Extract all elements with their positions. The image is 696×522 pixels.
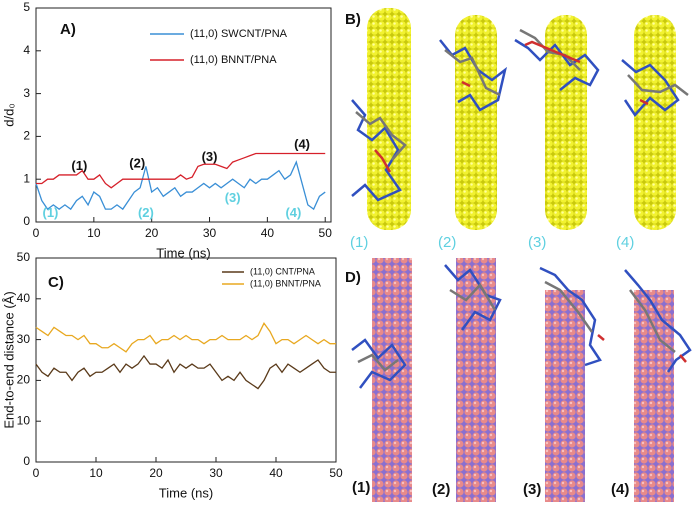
- y-tick-label: 5: [23, 0, 30, 14]
- x-tick-label: 20: [145, 226, 159, 240]
- annotation: (4): [294, 136, 310, 151]
- caption: (1): [352, 479, 370, 496]
- x-tick-label: 40: [269, 466, 283, 480]
- caption: (1): [350, 234, 368, 251]
- legend-label: (11,0) SWCNT/PNA: [190, 28, 288, 40]
- nanotube: [634, 15, 676, 230]
- panel-b: B) (1) (2) (3) (4): [345, 8, 689, 251]
- x-tick-label: 50: [329, 466, 343, 480]
- y-tick-label: 0: [23, 214, 30, 228]
- annotation: (1): [43, 205, 59, 220]
- data-line: [35, 322, 336, 353]
- data-line: [35, 160, 326, 211]
- nanotube: [634, 290, 674, 502]
- panel-label: C): [48, 274, 64, 291]
- x-tick-label: 0: [33, 226, 40, 240]
- plot-frame: [35, 7, 332, 223]
- y-tick-label: 10: [17, 413, 31, 427]
- legend-label: (11,0) BNNT/PNA: [250, 278, 321, 288]
- y-tick-label: 0: [23, 454, 30, 468]
- y-tick-label: 3: [23, 86, 30, 100]
- x-tick-label: 40: [261, 226, 275, 240]
- molecule: [351, 264, 692, 389]
- y-axis-label: d/d₀: [1, 103, 16, 126]
- x-tick-label: 20: [149, 466, 163, 480]
- annotation: (3): [202, 149, 218, 164]
- y-tick-label: 40: [17, 291, 31, 305]
- x-axis-label: Time (ns): [156, 245, 210, 260]
- x-tick-label: 0: [33, 466, 40, 480]
- annotation: (1): [71, 158, 87, 173]
- panel-label: D): [345, 269, 361, 286]
- x-tick-label: 30: [209, 466, 223, 480]
- data-line: [35, 354, 336, 390]
- y-tick-label: 2: [23, 129, 30, 143]
- x-tick-label: 30: [203, 226, 217, 240]
- caption: (2): [438, 234, 456, 251]
- x-tick-label: 10: [89, 466, 103, 480]
- caption: (4): [616, 234, 634, 251]
- y-axis-label: End-to-end distance (Å): [1, 291, 16, 428]
- annotation: (2): [129, 156, 145, 171]
- nanotube: [367, 8, 411, 230]
- panel-d: D) (1) (2) (3) (4): [345, 258, 692, 502]
- nanotube: [545, 15, 587, 230]
- data-line: [36, 152, 326, 189]
- nanotube: [455, 15, 497, 230]
- y-tick-label: 20: [17, 373, 31, 387]
- legend-label: (11,0) CNT/PNA: [250, 266, 315, 276]
- x-tick-label: 10: [87, 226, 101, 240]
- y-tick-label: 50: [17, 250, 31, 264]
- y-tick-label: 4: [23, 43, 30, 57]
- panel-label: A): [60, 21, 76, 38]
- panel-label: B): [345, 11, 361, 28]
- caption: (3): [523, 481, 541, 498]
- y-tick-label: 30: [17, 332, 31, 346]
- nanotube: [456, 258, 496, 502]
- plot-frame: [35, 257, 337, 463]
- caption: (4): [611, 481, 629, 498]
- annotation: (2): [138, 205, 154, 220]
- nanotube: [372, 258, 412, 502]
- nanotube: [545, 290, 585, 502]
- y-tick-label: 1: [23, 171, 30, 185]
- caption: (2): [432, 481, 450, 498]
- legend-label: (11,0) BNNT/PNA: [190, 54, 277, 66]
- molecule: [351, 28, 689, 202]
- x-axis-label: Time (ns): [159, 485, 213, 500]
- annotation: (4): [285, 205, 301, 220]
- x-tick-label: 50: [319, 226, 333, 240]
- caption: (3): [528, 234, 546, 251]
- annotation: (3): [225, 190, 241, 205]
